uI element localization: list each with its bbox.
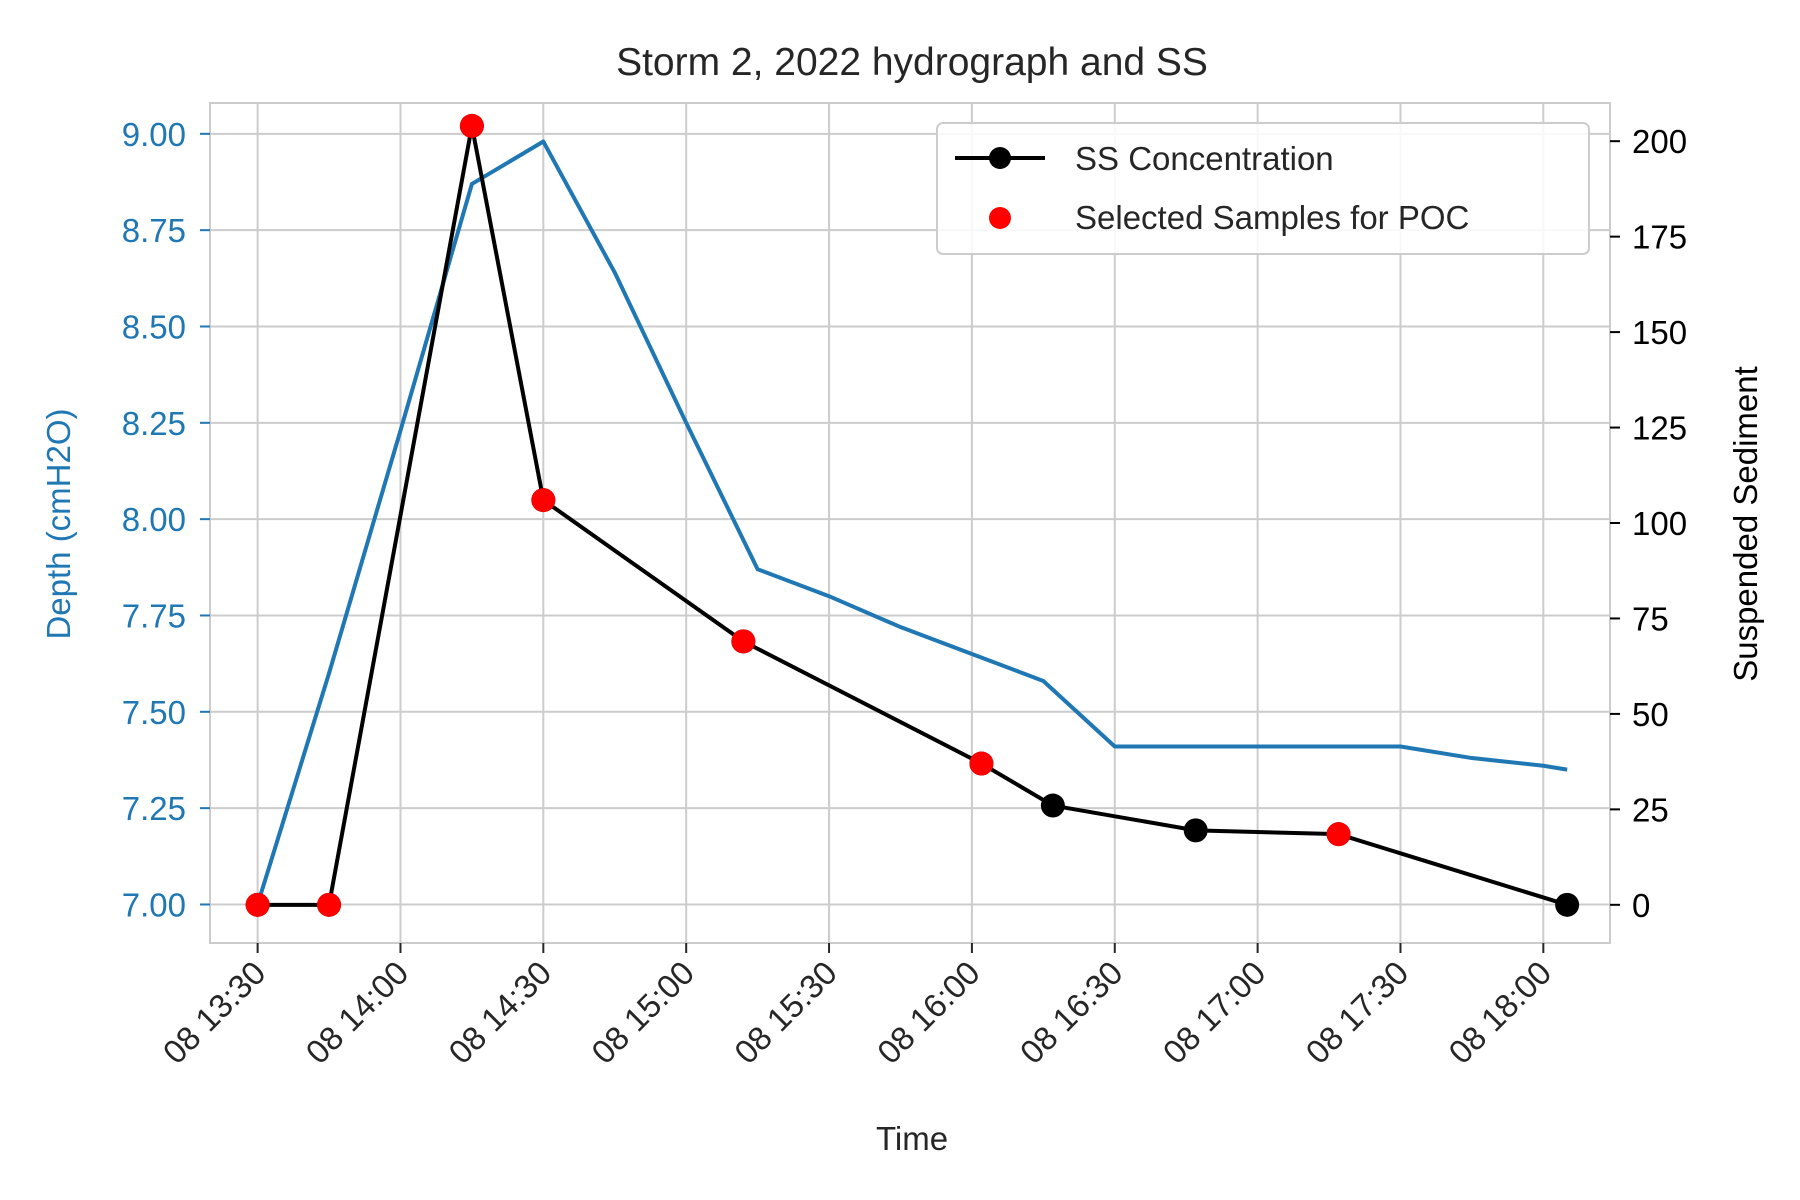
- selected-sample-point: [245, 892, 270, 917]
- legend: SS Concentration Selected Samples for PO…: [936, 122, 1590, 255]
- right-y-tick-label: 125: [1632, 410, 1687, 447]
- left-y-tick-label: 7.25: [122, 790, 186, 827]
- ss-line: [257, 123, 1568, 907]
- x-axis-title: Time: [876, 1120, 948, 1157]
- selected-sample-point: [459, 113, 484, 138]
- right-y-tick-label: 25: [1632, 791, 1669, 828]
- right-y-tick-label: 0: [1632, 887, 1650, 924]
- chart-title: Storm 2, 2022 hydrograph and SS: [616, 41, 1208, 84]
- left-y-axis-ticks: 7.00 7.25 7.50 7.75 8.00 8.25 8.50 8.75 9.00: [122, 116, 210, 923]
- left-y-tick-label: 7.00: [122, 886, 186, 923]
- left-y-tick-label: 7.50: [122, 694, 186, 731]
- left-y-tick-label: 8.50: [122, 308, 186, 345]
- right-y-axis-title: Suspended Sediment: [1727, 366, 1764, 682]
- ss-point: [1040, 793, 1065, 818]
- left-y-tick-label: 8.75: [122, 212, 186, 249]
- legend-selected-label: Selected Samples for POC: [1075, 199, 1469, 236]
- right-y-tick-label: 50: [1632, 696, 1669, 733]
- legend-ss-label: SS Concentration: [1075, 140, 1334, 177]
- ss-concentration-series: [245, 113, 1580, 917]
- left-y-tick-label: 8.00: [122, 501, 186, 538]
- legend-selected-marker: [989, 207, 1011, 229]
- left-y-tick-label: 7.75: [122, 597, 186, 634]
- right-y-tick-label: 175: [1632, 219, 1687, 256]
- ss-point: [1183, 818, 1208, 843]
- legend-box: [936, 122, 1590, 255]
- depth-series: [255, 139, 1568, 906]
- selected-sample-point: [317, 892, 342, 917]
- right-y-tick-label: 100: [1632, 505, 1687, 542]
- selected-sample-point: [531, 488, 556, 513]
- right-y-axis-ticks: 0 25 50 75 100 125 150 175 200: [1610, 123, 1687, 924]
- left-y-tick-label: 9.00: [122, 116, 186, 153]
- selected-sample-point: [969, 751, 994, 776]
- right-y-tick-label: 200: [1632, 123, 1687, 160]
- ss-point: [1555, 892, 1580, 917]
- selected-sample-point: [731, 629, 756, 654]
- selected-sample-point: [1326, 822, 1351, 847]
- legend-ss-marker: [989, 147, 1011, 169]
- left-y-tick-label: 8.25: [122, 405, 186, 442]
- depth-line: [255, 139, 1568, 906]
- left-y-axis-title: Depth (cmH2O): [40, 408, 77, 639]
- right-y-tick-label: 150: [1632, 314, 1687, 351]
- right-y-tick-label: 75: [1632, 600, 1669, 637]
